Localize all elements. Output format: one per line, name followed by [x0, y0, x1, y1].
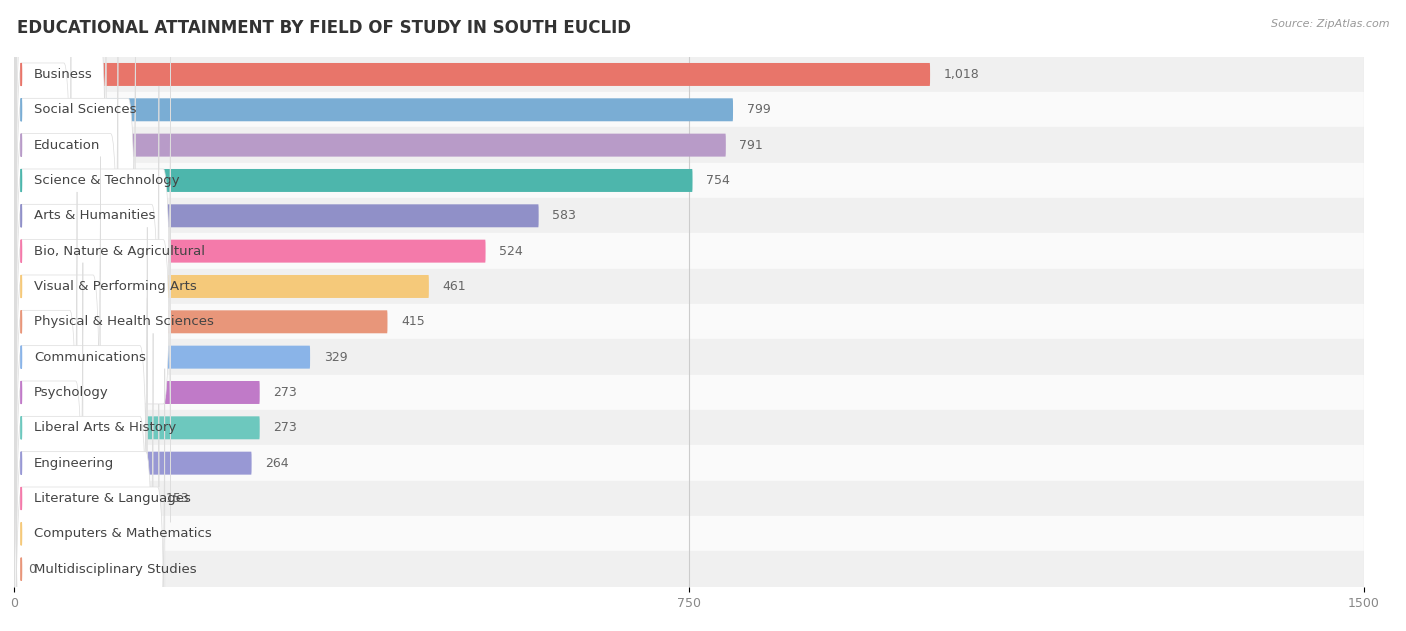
Text: Multidisciplinary Studies: Multidisciplinary Studies	[34, 563, 197, 575]
Bar	[14, 551, 1364, 587]
Text: Psychology: Psychology	[34, 386, 108, 399]
Text: Visual & Performing Arts: Visual & Performing Arts	[34, 280, 197, 293]
Text: Computers & Mathematics: Computers & Mathematics	[34, 528, 212, 540]
Bar	[14, 198, 1364, 233]
Bar	[14, 445, 1364, 481]
Text: Engineering: Engineering	[34, 457, 114, 469]
FancyBboxPatch shape	[15, 15, 118, 416]
Bar	[14, 516, 1364, 551]
FancyBboxPatch shape	[15, 0, 72, 346]
Text: Bio, Nature & Agricultural: Bio, Nature & Agricultural	[34, 245, 205, 257]
FancyBboxPatch shape	[14, 381, 260, 404]
Bar	[14, 375, 1364, 410]
Bar	[14, 163, 1364, 198]
Bar	[14, 127, 1364, 163]
FancyBboxPatch shape	[15, 50, 170, 452]
Bar	[14, 481, 1364, 516]
Text: Liberal Arts & History: Liberal Arts & History	[34, 422, 176, 434]
FancyBboxPatch shape	[15, 156, 100, 558]
Text: Physical & Health Sciences: Physical & Health Sciences	[34, 316, 214, 328]
FancyBboxPatch shape	[14, 275, 429, 298]
FancyBboxPatch shape	[15, 121, 170, 522]
Bar	[14, 339, 1364, 375]
Text: 153: 153	[166, 492, 188, 505]
Bar	[14, 233, 1364, 269]
Text: Education: Education	[34, 139, 100, 151]
FancyBboxPatch shape	[15, 0, 107, 310]
Text: 524: 524	[499, 245, 523, 257]
Text: 264: 264	[266, 457, 288, 469]
FancyBboxPatch shape	[15, 262, 83, 631]
FancyBboxPatch shape	[14, 169, 693, 192]
Text: 461: 461	[443, 280, 465, 293]
FancyBboxPatch shape	[15, 369, 165, 631]
Text: 799: 799	[747, 103, 770, 116]
FancyBboxPatch shape	[15, 0, 65, 275]
FancyBboxPatch shape	[14, 204, 538, 227]
Bar	[14, 269, 1364, 304]
Text: Business: Business	[34, 68, 93, 81]
Text: Source: ZipAtlas.com: Source: ZipAtlas.com	[1271, 19, 1389, 29]
FancyBboxPatch shape	[14, 522, 125, 545]
Bar	[14, 410, 1364, 445]
FancyBboxPatch shape	[14, 416, 260, 439]
FancyBboxPatch shape	[15, 192, 77, 593]
FancyBboxPatch shape	[14, 98, 733, 121]
Bar	[14, 304, 1364, 339]
Text: EDUCATIONAL ATTAINMENT BY FIELD OF STUDY IN SOUTH EUCLID: EDUCATIONAL ATTAINMENT BY FIELD OF STUDY…	[17, 19, 631, 37]
Bar	[14, 92, 1364, 127]
Text: 273: 273	[273, 422, 297, 434]
Bar	[14, 57, 1364, 92]
FancyBboxPatch shape	[15, 86, 159, 487]
Text: 1,018: 1,018	[943, 68, 980, 81]
Text: 0: 0	[28, 563, 37, 575]
Text: 415: 415	[401, 316, 425, 328]
Text: Communications: Communications	[34, 351, 146, 363]
Text: 273: 273	[273, 386, 297, 399]
Text: 583: 583	[553, 209, 576, 222]
Text: 329: 329	[323, 351, 347, 363]
Text: 754: 754	[706, 174, 730, 187]
FancyBboxPatch shape	[14, 452, 252, 475]
Text: Arts & Humanities: Arts & Humanities	[34, 209, 155, 222]
FancyBboxPatch shape	[15, 298, 148, 631]
FancyBboxPatch shape	[15, 333, 153, 631]
FancyBboxPatch shape	[14, 240, 485, 262]
FancyBboxPatch shape	[14, 134, 725, 156]
FancyBboxPatch shape	[14, 487, 152, 510]
FancyBboxPatch shape	[15, 0, 135, 381]
Text: 123: 123	[138, 528, 162, 540]
Text: Social Sciences: Social Sciences	[34, 103, 136, 116]
FancyBboxPatch shape	[14, 310, 388, 333]
Text: Science & Technology: Science & Technology	[34, 174, 180, 187]
FancyBboxPatch shape	[15, 227, 148, 628]
FancyBboxPatch shape	[14, 346, 311, 369]
FancyBboxPatch shape	[14, 63, 931, 86]
Text: Literature & Languages: Literature & Languages	[34, 492, 191, 505]
Text: 791: 791	[740, 139, 763, 151]
